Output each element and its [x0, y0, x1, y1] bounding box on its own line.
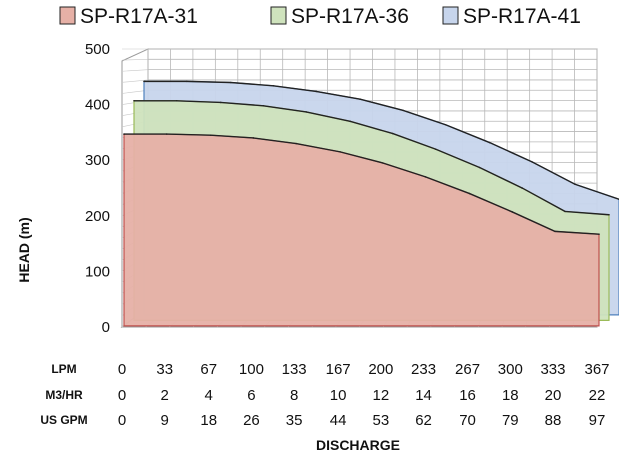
x-axis-title: DISCHARGE — [316, 437, 400, 453]
legend-label-SP-R17A-41: SP-R17A-41 — [463, 5, 581, 28]
x-tick-label: 100 — [239, 361, 264, 378]
x-tick-label: 20 — [545, 387, 562, 404]
data-point-SP-R17A-41-267 — [488, 141, 491, 144]
x-tick-label: 62 — [415, 412, 432, 429]
gridline-depth — [121, 59, 149, 61]
x-tick-label: 16 — [459, 387, 476, 404]
y-axis-title: HEAD (m) — [16, 217, 32, 282]
x-tick-label: 200 — [368, 361, 393, 378]
x-tick-label: 18 — [502, 387, 519, 404]
data-point-SP-R17A-41-33 — [185, 80, 188, 83]
x-tick-label: 133 — [282, 361, 307, 378]
data-point-SP-R17A-31-300 — [511, 211, 514, 213]
x-tick-label: 8 — [290, 387, 298, 404]
x-tick-label: 0 — [118, 387, 126, 404]
legend-swatch-SP-R17A-36 — [270, 6, 287, 25]
data-point-SP-R17A-31-167 — [339, 151, 341, 153]
data-point-SP-R17A-36-300 — [521, 187, 524, 189]
data-point-SP-R17A-31-333 — [554, 230, 556, 233]
y-tick-label: 300 — [85, 152, 110, 169]
x-tick-label: 26 — [243, 412, 260, 429]
data-point-SP-R17A-36-200 — [392, 132, 394, 135]
x-tick-label: 88 — [545, 412, 562, 429]
x-row-label: M3/HR — [45, 388, 83, 402]
gridline-depth — [121, 69, 149, 72]
data-point-SP-R17A-31-200 — [382, 162, 384, 164]
x-tick-label: 0 — [118, 361, 126, 378]
x-tick-label: 70 — [459, 412, 476, 429]
y-tick-label: 200 — [85, 208, 110, 225]
x-tick-label: 233 — [411, 361, 436, 378]
x-tick-label: 14 — [415, 387, 432, 404]
series-areas — [123, 80, 619, 327]
data-point-SP-R17A-41-133 — [315, 90, 317, 93]
data-point-SP-R17A-41-300 — [531, 161, 534, 163]
x-tick-label: 18 — [200, 412, 217, 429]
data-point-SP-R17A-41-67 — [229, 81, 232, 84]
x-tick-label: 79 — [502, 412, 519, 429]
series-line-SP-R17A-36 — [134, 100, 610, 216]
data-point-SP-R17A-36-67 — [219, 101, 222, 104]
y-tick-label: 0 — [102, 319, 110, 336]
data-point-SP-R17A-41-233 — [444, 123, 447, 126]
legend: SP-R17A-31 SP-R17A-36 SP-R17A-41 — [59, 5, 581, 28]
data-point-SP-R17A-31-100 — [252, 137, 255, 139]
data-point-SP-R17A-36-233 — [434, 148, 437, 150]
data-point-SP-R17A-31-0 — [123, 133, 125, 135]
x-tick-label: 53 — [373, 412, 390, 429]
legend-label-SP-R17A-36: SP-R17A-36 — [291, 5, 409, 28]
x-tick-label: 0 — [118, 412, 126, 429]
data-point-SP-R17A-41-0 — [143, 80, 145, 83]
series-line-SP-R17A-41 — [144, 80, 619, 200]
x-tick-label: 4 — [205, 387, 213, 404]
data-point-SP-R17A-31-67 — [209, 134, 212, 136]
data-point-SP-R17A-31-33 — [165, 133, 168, 135]
data-point-SP-R17A-41-100 — [272, 85, 275, 87]
legend-swatch-SP-R17A-31 — [59, 6, 76, 25]
legend-label-SP-R17A-31: SP-R17A-31 — [80, 5, 198, 28]
x-tick-label: 6 — [247, 387, 255, 404]
data-point-SP-R17A-36-167 — [349, 120, 351, 123]
x-tick-label: 333 — [540, 361, 565, 378]
data-point-SP-R17A-41-333 — [574, 183, 576, 186]
gridline-depth — [121, 79, 149, 83]
x-tick-label: 367 — [584, 361, 609, 378]
data-point-SP-R17A-36-267 — [478, 166, 481, 169]
data-point-SP-R17A-36-333 — [564, 210, 566, 213]
data-point-SP-R17A-31-233 — [424, 176, 427, 178]
x-tick-label: 300 — [498, 361, 523, 378]
data-point-SP-R17A-36-0 — [133, 99, 135, 102]
series-line-SP-R17A-31 — [124, 133, 600, 235]
x-tick-label: 2 — [161, 387, 169, 404]
x-tick-label: 33 — [156, 361, 173, 378]
data-point-SP-R17A-41-167 — [359, 98, 361, 100]
data-point-SP-R17A-36-100 — [262, 104, 265, 107]
x-tick-label: 267 — [455, 361, 480, 378]
data-point-SP-R17A-36-133 — [305, 111, 307, 113]
y-tick-label: 500 — [85, 41, 110, 58]
data-point-SP-R17A-31-133 — [295, 142, 297, 145]
x-tick-label: 35 — [286, 412, 303, 429]
x-tick-label: 22 — [589, 387, 606, 404]
x-tick-label: 12 — [373, 387, 390, 404]
legend-swatch-SP-R17A-41 — [442, 6, 459, 25]
data-point-SP-R17A-31-367 — [598, 233, 600, 235]
data-point-SP-R17A-41-200 — [402, 109, 404, 112]
data-point-SP-R17A-31-267 — [468, 192, 471, 195]
x-tick-label: 9 — [161, 412, 169, 429]
data-point-SP-R17A-36-367 — [608, 213, 610, 216]
x-tick-label: 44 — [330, 412, 347, 429]
x-tick-label: 10 — [330, 387, 347, 404]
y-tick-label: 100 — [85, 263, 110, 280]
x-tick-label: 67 — [200, 361, 217, 378]
data-point-SP-R17A-36-33 — [175, 99, 178, 102]
x-tick-label: 97 — [589, 412, 606, 429]
x-row-label: LPM — [51, 362, 76, 376]
y-tick-label: 400 — [85, 97, 110, 114]
x-row-label: US GPM — [40, 413, 87, 427]
x-tick-label: 167 — [326, 361, 351, 378]
